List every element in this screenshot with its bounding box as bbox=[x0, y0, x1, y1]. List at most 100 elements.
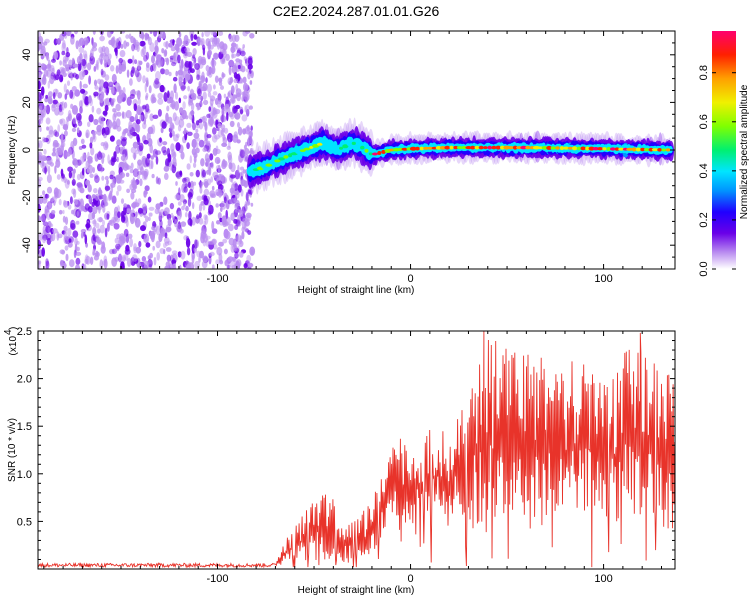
noise-blob bbox=[247, 230, 252, 235]
ridge-core bbox=[576, 146, 582, 151]
noise-blob bbox=[76, 56, 82, 65]
noise-blob bbox=[204, 138, 208, 144]
noise-blob bbox=[148, 206, 155, 211]
noise-blob bbox=[43, 137, 49, 143]
noise-blob bbox=[132, 89, 136, 94]
spectrogram-axes: -100 0 100 -40 -20 0 20 40 bbox=[21, 31, 675, 285]
noise-blob bbox=[247, 135, 253, 145]
noise-blob bbox=[118, 253, 123, 263]
noise-blob bbox=[137, 198, 142, 205]
noise-blob bbox=[68, 59, 73, 68]
noise-blob bbox=[48, 129, 54, 138]
noise-blob bbox=[78, 100, 83, 108]
noise-blob bbox=[135, 198, 138, 207]
noise-blob bbox=[42, 190, 46, 196]
noise-blob bbox=[223, 248, 228, 255]
noise-blob bbox=[186, 263, 191, 269]
noise-blob bbox=[144, 112, 148, 120]
noise-blob bbox=[159, 84, 165, 93]
noise-blob bbox=[237, 164, 240, 173]
noise-blob bbox=[182, 101, 186, 110]
noise-blob bbox=[89, 173, 94, 178]
noise-blob bbox=[189, 89, 195, 94]
spectrogram-marks bbox=[38, 31, 675, 269]
noise-blob bbox=[91, 105, 95, 113]
noise-blob bbox=[69, 259, 75, 268]
noise-blob bbox=[184, 60, 191, 68]
noise-blob bbox=[121, 131, 126, 137]
noise-blob bbox=[134, 216, 138, 224]
snr-ytick-label: 2.0 bbox=[17, 374, 32, 386]
noise-blob bbox=[123, 203, 128, 208]
noise-blob bbox=[120, 198, 125, 204]
ridge-core bbox=[572, 146, 578, 151]
noise-blob bbox=[250, 130, 253, 138]
noise-blob bbox=[195, 147, 200, 154]
noise-blob bbox=[116, 94, 123, 104]
noise-blob bbox=[217, 159, 220, 164]
noise-blob bbox=[71, 209, 74, 215]
noise-blob bbox=[53, 194, 57, 204]
noise-blob bbox=[46, 63, 52, 72]
noise-blob bbox=[120, 234, 127, 244]
noise-blob bbox=[53, 51, 59, 60]
noise-blob bbox=[167, 116, 173, 124]
noise-blob bbox=[157, 98, 164, 105]
noise-blob bbox=[58, 110, 64, 116]
noise-blob bbox=[133, 243, 137, 252]
noise-blob bbox=[69, 196, 73, 205]
noise-blob bbox=[71, 179, 76, 186]
noise-blob bbox=[111, 85, 115, 95]
noise-blob bbox=[230, 162, 236, 173]
ridge-core bbox=[606, 146, 611, 151]
noise-blob bbox=[41, 213, 47, 223]
noise-blob bbox=[116, 111, 122, 117]
ridge-core bbox=[618, 147, 625, 151]
snr-multiplier-close: ) bbox=[8, 327, 19, 330]
noise-blob bbox=[134, 59, 138, 65]
noise-blob bbox=[213, 52, 219, 60]
ridge-core bbox=[283, 155, 289, 159]
noise-blob bbox=[133, 258, 139, 264]
noise-blob bbox=[92, 206, 98, 215]
ridge-core bbox=[487, 145, 493, 150]
noise-blob bbox=[38, 203, 41, 213]
noise-blob bbox=[47, 165, 51, 176]
noise-blob bbox=[210, 59, 217, 68]
noise-blob bbox=[109, 190, 113, 200]
noise-blob bbox=[195, 128, 199, 133]
noise-blob bbox=[128, 120, 133, 130]
noise-blob bbox=[189, 172, 194, 177]
ridge-core bbox=[439, 146, 447, 150]
noise-blob bbox=[194, 239, 198, 249]
noise-blob bbox=[127, 58, 133, 64]
noise-blob bbox=[219, 259, 224, 265]
noise-blob bbox=[72, 168, 76, 174]
noise-blob bbox=[163, 50, 168, 58]
noise-blob bbox=[99, 53, 104, 63]
noise-blob bbox=[246, 214, 251, 222]
noise-blob bbox=[97, 217, 104, 223]
noise-blob bbox=[102, 204, 106, 213]
ridge-core bbox=[474, 145, 480, 150]
noise-blob bbox=[214, 134, 220, 140]
noise-blob bbox=[81, 144, 87, 149]
ridge-core bbox=[470, 145, 476, 150]
noise-blob bbox=[208, 49, 212, 56]
noise-blob bbox=[155, 176, 159, 185]
noise-blob bbox=[149, 230, 156, 240]
noise-blob bbox=[60, 168, 64, 177]
noise-blob bbox=[185, 205, 189, 212]
noise-blob bbox=[144, 185, 150, 192]
noise-blob bbox=[47, 91, 53, 98]
noise-blob bbox=[119, 172, 126, 179]
noise-blob bbox=[195, 120, 200, 126]
ridge-core bbox=[500, 145, 505, 150]
noise-blob bbox=[145, 103, 150, 113]
noise-blob bbox=[125, 172, 130, 177]
noise-blob bbox=[140, 225, 146, 232]
noise-blob bbox=[239, 166, 245, 171]
noise-blob bbox=[200, 86, 207, 92]
ridge-core bbox=[483, 146, 488, 150]
noise-blob bbox=[72, 230, 79, 238]
